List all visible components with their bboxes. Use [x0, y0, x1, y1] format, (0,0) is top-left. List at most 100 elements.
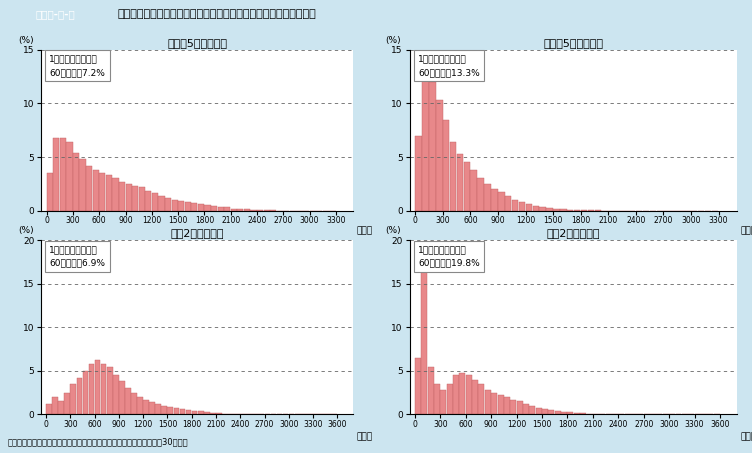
- Bar: [107, 366, 113, 414]
- Text: （分）: （分）: [356, 226, 373, 236]
- Bar: [125, 388, 131, 414]
- Bar: [471, 170, 477, 211]
- Text: （分）: （分）: [356, 432, 373, 441]
- Bar: [83, 371, 88, 414]
- Bar: [119, 381, 125, 414]
- Bar: [478, 178, 484, 211]
- Bar: [192, 411, 198, 414]
- Bar: [561, 412, 567, 414]
- Text: 小学来5年生　男子: 小学来5年生 男子: [168, 38, 227, 48]
- Bar: [568, 412, 574, 414]
- Bar: [113, 375, 119, 414]
- Bar: [174, 408, 179, 414]
- Bar: [162, 406, 167, 414]
- Bar: [456, 154, 463, 211]
- Bar: [143, 400, 149, 414]
- Bar: [581, 413, 586, 414]
- Bar: [71, 384, 76, 414]
- Bar: [101, 364, 107, 414]
- Bar: [73, 153, 79, 211]
- Bar: [542, 409, 548, 414]
- Bar: [224, 207, 230, 211]
- Bar: [92, 170, 99, 211]
- Bar: [512, 200, 518, 211]
- Bar: [132, 186, 138, 211]
- Bar: [86, 166, 92, 211]
- Text: (%): (%): [385, 36, 401, 45]
- Text: (%): (%): [18, 226, 34, 235]
- Bar: [131, 393, 137, 414]
- Bar: [198, 411, 204, 414]
- Bar: [459, 373, 465, 414]
- Bar: [159, 196, 165, 211]
- Bar: [217, 207, 224, 211]
- Bar: [484, 184, 491, 211]
- Bar: [539, 207, 546, 211]
- Bar: [485, 390, 491, 414]
- Bar: [180, 409, 185, 414]
- Bar: [95, 361, 101, 414]
- Bar: [523, 404, 529, 414]
- Text: （分）: （分）: [740, 226, 752, 236]
- Bar: [211, 207, 217, 211]
- Bar: [185, 202, 191, 211]
- Bar: [535, 408, 541, 414]
- Bar: [465, 375, 472, 414]
- Bar: [77, 378, 82, 414]
- Text: 中学2年生　男子: 中学2年生 男子: [171, 228, 224, 238]
- Text: 児童生徒の体育・保健体育の授業を除く１週間の総運動時間の分布: 児童生徒の体育・保健体育の授業を除く１週間の総運動時間の分布: [118, 10, 317, 19]
- Bar: [59, 401, 64, 414]
- Bar: [526, 204, 532, 211]
- Bar: [53, 138, 59, 211]
- Bar: [210, 413, 216, 414]
- Bar: [517, 401, 523, 414]
- Bar: [152, 193, 158, 211]
- Bar: [156, 404, 161, 414]
- Text: (%): (%): [385, 226, 401, 235]
- Text: (%): (%): [18, 36, 34, 45]
- Text: 1週間の総運動時間
60分未満：19.8%: 1週間の総運動時間 60分未満：19.8%: [418, 246, 480, 268]
- Bar: [216, 413, 222, 414]
- Bar: [46, 404, 52, 414]
- Text: 図表２-８-８: 図表２-８-８: [36, 10, 75, 19]
- Text: 1週間の総運動時間
60分未満：6.9%: 1週間の総運動時間 60分未満：6.9%: [49, 246, 105, 268]
- Bar: [99, 173, 105, 211]
- Bar: [150, 402, 155, 414]
- Bar: [178, 201, 184, 211]
- Bar: [415, 135, 422, 211]
- Bar: [453, 375, 459, 414]
- Bar: [555, 411, 561, 414]
- Bar: [119, 182, 125, 211]
- Bar: [529, 406, 535, 414]
- Bar: [478, 384, 484, 414]
- Bar: [436, 100, 442, 211]
- Bar: [498, 395, 504, 414]
- Bar: [429, 82, 435, 211]
- Bar: [238, 209, 244, 211]
- Text: （出典）スポーツ庁「全国体力・運動能力，運動習慣等調査」（平成30年度）: （出典）スポーツ庁「全国体力・運動能力，運動習慣等調査」（平成30年度）: [8, 437, 188, 446]
- Bar: [205, 205, 211, 211]
- Bar: [491, 393, 497, 414]
- Bar: [519, 202, 525, 211]
- Bar: [434, 384, 440, 414]
- Bar: [443, 120, 450, 211]
- Bar: [504, 397, 510, 414]
- Bar: [574, 413, 580, 414]
- Bar: [80, 159, 86, 211]
- Bar: [126, 184, 132, 211]
- Text: 中学2年生　女子: 中学2年生 女子: [547, 228, 600, 238]
- Bar: [450, 142, 456, 211]
- Text: 小学来5年生　女子: 小学来5年生 女子: [544, 38, 603, 48]
- Bar: [66, 142, 72, 211]
- Bar: [415, 358, 421, 414]
- Bar: [191, 203, 198, 211]
- Bar: [65, 393, 70, 414]
- Bar: [472, 380, 478, 414]
- Bar: [532, 206, 539, 211]
- Bar: [138, 187, 145, 211]
- Bar: [463, 162, 470, 211]
- Bar: [560, 209, 566, 211]
- Bar: [204, 412, 210, 414]
- Text: （分）: （分）: [740, 432, 752, 441]
- Bar: [106, 175, 112, 211]
